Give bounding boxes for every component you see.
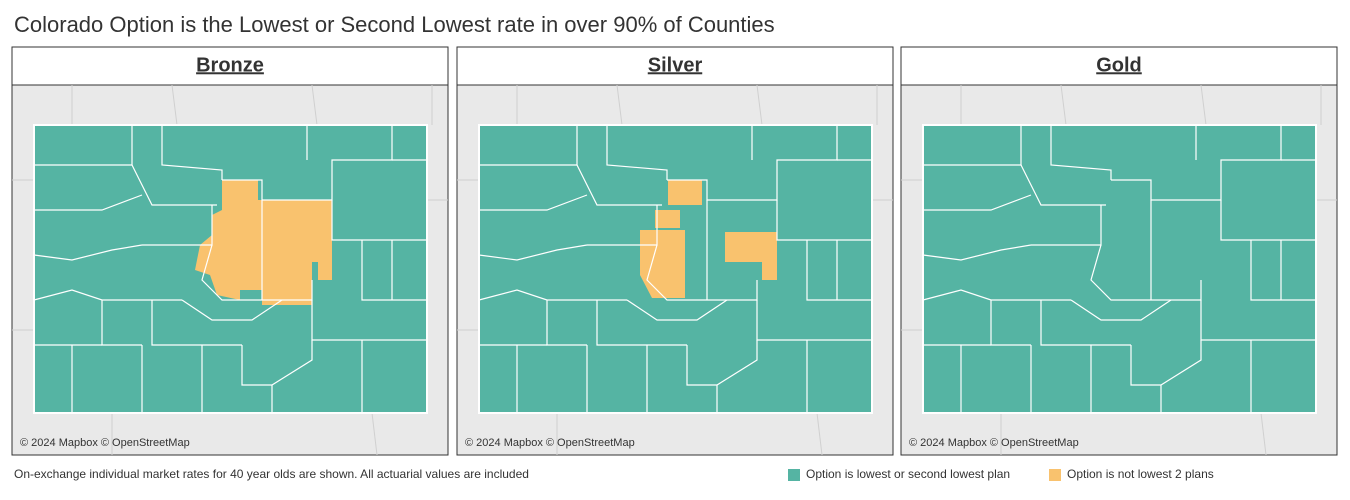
county-border — [478, 244, 588, 261]
map-panel: Gold © 2024 Mapbox © OpenStreetMap — [900, 46, 1338, 456]
county-border — [1020, 164, 1106, 206]
county-border — [1200, 300, 1316, 341]
county-border — [922, 244, 1032, 261]
county-border — [776, 200, 872, 241]
panel-title: Silver — [648, 54, 703, 76]
county-border — [361, 240, 427, 301]
map-road — [1260, 412, 1267, 456]
county-border — [33, 244, 143, 261]
county-border — [131, 164, 217, 206]
county-border — [626, 299, 728, 321]
map-road — [371, 412, 378, 456]
county-border — [646, 244, 758, 301]
state-area — [922, 124, 1317, 414]
county-border — [311, 300, 427, 341]
county-highlight — [725, 232, 777, 280]
legend-label: Option is lowest or second lowest plan — [806, 467, 1010, 481]
map-road — [311, 84, 318, 126]
map-road — [1200, 84, 1207, 126]
county-border — [576, 164, 662, 206]
map-road — [171, 84, 178, 126]
county-border — [1070, 299, 1172, 321]
county-highlight — [250, 220, 312, 262]
dashboard-title: Colorado Option is the Lowest or Second … — [14, 12, 775, 37]
map-attribution: © 2024 Mapbox © OpenStreetMap — [465, 437, 635, 449]
map-road — [1060, 84, 1067, 126]
county-border — [806, 240, 872, 301]
county-border — [151, 300, 242, 346]
county-border — [181, 299, 283, 321]
county-border — [201, 244, 313, 301]
county-highlight — [655, 210, 680, 228]
map-attribution: © 2024 Mapbox © OpenStreetMap — [20, 437, 190, 449]
map-road — [616, 84, 623, 126]
map-road — [756, 84, 763, 126]
county-border — [1040, 300, 1131, 346]
panel-header — [11, 46, 449, 86]
county-border — [161, 125, 223, 180]
panel-header — [456, 46, 894, 86]
county-border — [479, 194, 588, 211]
county-border — [1250, 240, 1316, 301]
county-highlight — [640, 230, 685, 298]
county-border — [606, 125, 668, 180]
county-border — [596, 300, 687, 346]
county-border — [34, 194, 143, 211]
county-border — [1220, 200, 1316, 241]
county-border — [756, 300, 872, 341]
map-panel: Bronze © 2024 Mapbox © OpenStreetMap — [11, 46, 449, 456]
county-border — [331, 200, 427, 241]
legend-swatch — [1049, 469, 1061, 481]
legend-swatch — [788, 469, 800, 481]
legend-label: Option is not lowest 2 plans — [1067, 467, 1214, 481]
footnote: On-exchange individual market rates for … — [14, 467, 529, 481]
map-attribution: © 2024 Mapbox © OpenStreetMap — [909, 437, 1079, 449]
panel-title: Bronze — [196, 54, 264, 76]
county-highlight — [668, 180, 702, 205]
map-panel: Silver © 2024 Mapbox © OpenStreetMap — [456, 46, 894, 456]
map-road — [816, 412, 823, 456]
county-border — [1050, 125, 1112, 180]
panel-title: Gold — [1096, 54, 1142, 76]
county-border — [1090, 244, 1202, 301]
county-border — [923, 194, 1032, 211]
